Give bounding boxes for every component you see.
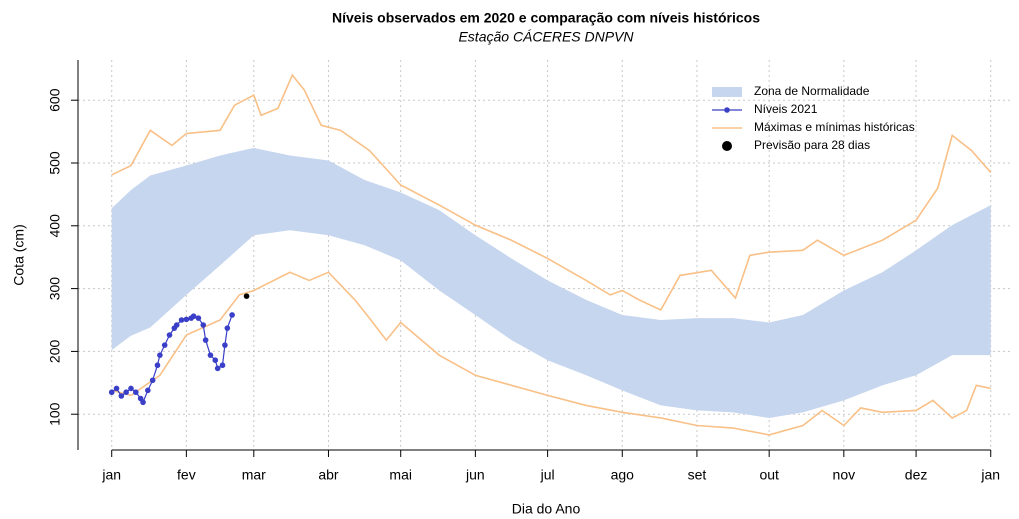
- x-tick-label: dez: [905, 467, 928, 483]
- legend-swatch: [722, 141, 732, 151]
- y-tick-label: 600: [47, 88, 63, 112]
- y-axis-label: Cota (cm): [11, 224, 27, 285]
- level-point: [214, 365, 221, 372]
- x-tick-label: mai: [389, 467, 412, 483]
- x-tick-label: jun: [465, 467, 485, 483]
- level-point: [118, 393, 125, 399]
- legend-label: Níveis 2021: [754, 102, 818, 116]
- chart-subtitle: Estação CÁCERES DNPVN: [458, 29, 634, 45]
- min-line: [111, 271, 991, 436]
- chart-title: Níveis observados em 2020 e comparação c…: [332, 10, 760, 26]
- y-tick-label: 400: [47, 214, 63, 238]
- y-tick-label: 100: [47, 402, 63, 426]
- y-tick-label: 200: [47, 340, 63, 364]
- level-point: [161, 342, 168, 348]
- level-point: [229, 312, 235, 318]
- legend-swatch: [724, 107, 730, 113]
- level-point: [140, 399, 146, 406]
- x-tick-label: jan: [101, 467, 121, 483]
- level-point: [183, 316, 190, 323]
- x-tick-label: fev: [177, 467, 196, 483]
- legend-label: Zona de Normalidade: [754, 84, 870, 98]
- level-point: [113, 385, 120, 392]
- level-point: [178, 317, 185, 323]
- x-tick-label: jul: [540, 467, 555, 483]
- level-point: [202, 337, 209, 343]
- y-tick-label: 300: [47, 277, 63, 301]
- level-point: [166, 332, 173, 338]
- x-tick-label: jan: [980, 467, 1000, 483]
- x-axis-label: Dia do Ano: [512, 501, 581, 517]
- legend-label: Previsão para 28 dias: [754, 138, 870, 152]
- level-point: [128, 385, 134, 392]
- level-point: [219, 362, 226, 369]
- level-point: [154, 362, 161, 369]
- x-tick-label: mar: [242, 467, 266, 483]
- y-tick-label: 500: [47, 151, 63, 175]
- x-tick-label: abr: [318, 467, 339, 483]
- level-point: [212, 357, 219, 363]
- level-point: [195, 315, 202, 321]
- level-point: [123, 389, 129, 396]
- normal-band: [111, 147, 991, 418]
- level-point: [224, 325, 231, 331]
- legend-label: Máximas e mínimas históricas: [754, 120, 915, 134]
- x-tick-label: set: [688, 467, 707, 483]
- level-point: [132, 389, 139, 396]
- x-tick-label: out: [759, 467, 779, 483]
- level-point: [207, 352, 214, 358]
- x-tick-label: nov: [833, 467, 856, 483]
- level-point: [149, 377, 156, 384]
- level-point: [190, 313, 197, 320]
- x-tick-label: ago: [611, 467, 635, 483]
- level-point: [222, 342, 228, 348]
- level-point: [173, 322, 180, 328]
- level-point: [157, 352, 163, 358]
- level-point: [200, 322, 207, 328]
- legend-swatch: [712, 87, 742, 97]
- max-line: [111, 73, 992, 311]
- forecast-point: [243, 293, 250, 299]
- level-point: [145, 387, 151, 394]
- level-point: [108, 389, 115, 396]
